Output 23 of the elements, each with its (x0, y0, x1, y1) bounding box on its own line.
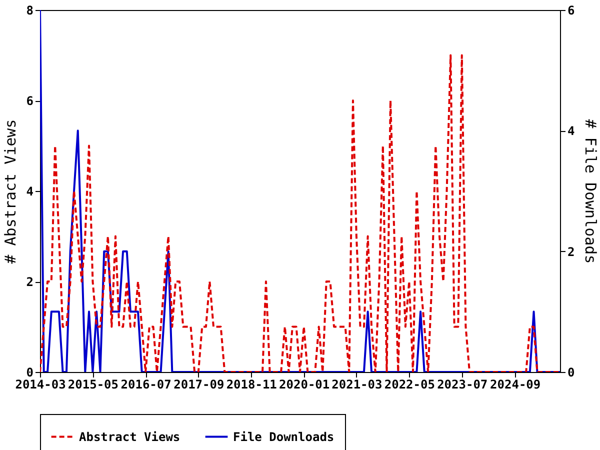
y2-tick-label: 6 (568, 4, 575, 18)
y-tick-label: 8 (26, 4, 34, 18)
x-tick-label: 2024-09 (490, 378, 541, 392)
y-tick-label: 4 (26, 184, 34, 198)
y2-tick-label: 2 (568, 244, 575, 259)
x-tick-label: 2022-05 (384, 378, 435, 392)
y2-tick-label: 4 (568, 124, 575, 138)
y-tick-label: 2 (26, 275, 34, 289)
y2-axis-title: # File Downloads (582, 119, 600, 264)
x-tick-label: 2021-03 (332, 378, 382, 392)
legend-label: File Downloads (233, 430, 334, 444)
y2-tick-label: 0 (568, 366, 575, 380)
x-tick-label: 2020-01 (279, 378, 330, 392)
y-tick-label: 6 (26, 94, 34, 108)
x-tick-label: 2018-11 (226, 378, 277, 392)
x-tick-label: 2016-07 (120, 378, 172, 392)
y-tick-label: 0 (26, 366, 34, 380)
y-axis-title: # Abstract Views (1, 119, 20, 264)
x-tick-label: 2023-07 (437, 378, 488, 392)
legend-label: Abstract Views (79, 430, 180, 444)
x-tick-label: 2014-03 (15, 378, 66, 392)
x-tick-label: 2015-05 (68, 378, 119, 392)
x-tick-label: 2017-09 (174, 378, 224, 392)
